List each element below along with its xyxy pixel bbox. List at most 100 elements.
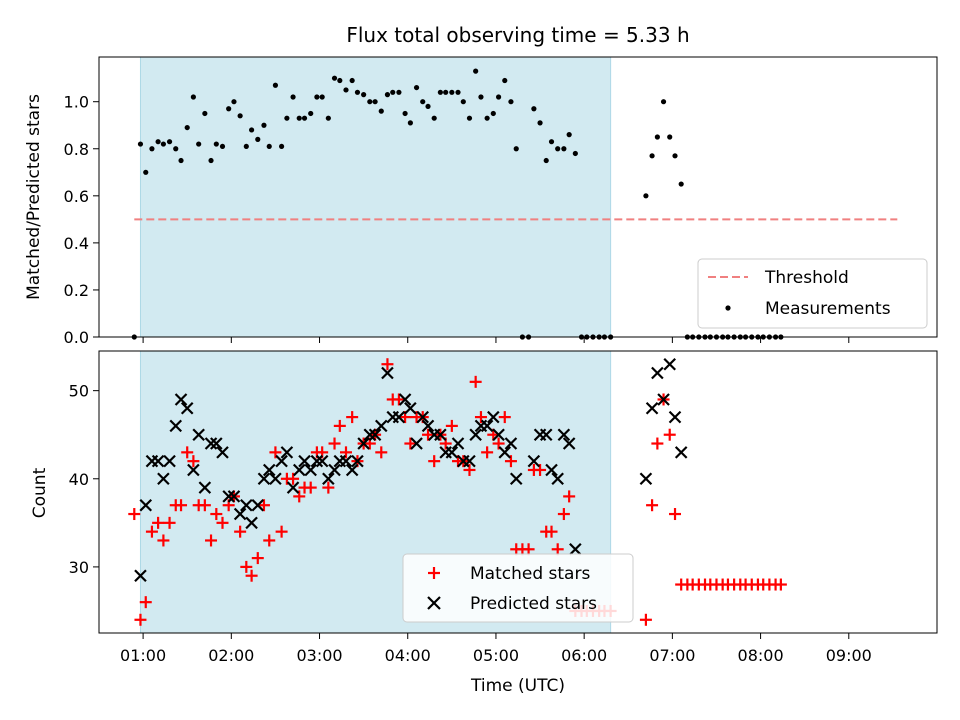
- measurement-point: [654, 134, 660, 140]
- measurement-point: [455, 89, 461, 95]
- y-tick-label: 0.0: [64, 328, 89, 347]
- legend-threshold-label: Threshold: [764, 268, 849, 288]
- predicted-point: [328, 463, 341, 477]
- predicted-point: [674, 446, 688, 459]
- measurement-point: [490, 110, 496, 117]
- predicted-point: [275, 454, 288, 468]
- measurement-point: [431, 115, 437, 121]
- matched-point: [563, 490, 576, 503]
- predicted-point: [469, 428, 482, 441]
- matched-point: [181, 446, 194, 459]
- measurement-point: [331, 75, 338, 81]
- measurement-point: [184, 124, 190, 131]
- measurement-point: [649, 153, 655, 159]
- legend-measurement-swatch: [725, 305, 731, 311]
- top-y-ticks: 0.0 0.2 0.4 0.6 0.8 1.0: [64, 93, 99, 347]
- measurement-point: [290, 94, 296, 100]
- measurement-point: [555, 146, 561, 152]
- top-x-ticks: [142, 337, 850, 343]
- predicted-point: [315, 454, 329, 468]
- measurement-point: [149, 146, 155, 152]
- predicted-point: [157, 472, 170, 486]
- bottom-legend-box: [402, 553, 634, 623]
- x-tick-label: 01:00: [120, 646, 166, 665]
- matched-point: [257, 499, 270, 512]
- measurement-point: [561, 146, 567, 152]
- matched-point: [428, 455, 441, 468]
- measurement-point: [413, 84, 420, 91]
- measurement-point: [196, 141, 202, 147]
- matched-point: [669, 508, 682, 521]
- matched-point: [381, 358, 394, 371]
- predicted-point: [445, 446, 459, 459]
- predicted-point: [216, 446, 229, 459]
- x-axis-label: Time (UTC): [470, 676, 565, 696]
- measurement-point: [296, 115, 302, 121]
- measurement-point: [337, 77, 343, 84]
- predicted-point: [222, 490, 235, 503]
- measurement-point: [508, 99, 514, 105]
- predicted-point: [551, 472, 564, 486]
- x-tick-label: 05:00: [473, 646, 519, 665]
- legend-predicted-label: Predicted stars: [470, 594, 597, 614]
- measurement-point: [437, 89, 443, 95]
- measurement-point: [425, 103, 431, 110]
- predicted-point: [410, 437, 423, 450]
- measurement-point: [367, 99, 373, 105]
- measurement-point: [572, 150, 578, 157]
- y-tick-label: 0.2: [64, 281, 89, 300]
- predicted-point: [545, 463, 558, 477]
- measurement-point: [443, 89, 449, 95]
- measurement-point: [390, 89, 396, 95]
- bottom-y-ticks: 30 40 50: [69, 382, 99, 577]
- predicted-point: [663, 357, 676, 371]
- measurement-point: [402, 110, 408, 117]
- matched-point: [175, 499, 188, 512]
- predicted-point: [280, 446, 294, 459]
- measurement-point: [243, 143, 249, 150]
- measurement-point: [372, 99, 378, 105]
- matched-point: [128, 508, 141, 521]
- measurement-point: [396, 89, 402, 95]
- matched-point: [216, 516, 229, 529]
- matched-point: [663, 428, 676, 441]
- predicted-point: [210, 437, 223, 450]
- predicted-point: [492, 428, 505, 441]
- measurement-point: [166, 139, 173, 145]
- measurement-point: [219, 143, 226, 150]
- predicted-point: [139, 498, 153, 512]
- measurement-point: [231, 99, 237, 105]
- predicted-point: [174, 393, 188, 406]
- predicted-point: [668, 410, 682, 424]
- matched-point: [163, 516, 176, 529]
- top-legend-box: [697, 258, 928, 329]
- top-axes-frame: [98, 56, 938, 338]
- predicted-point: [527, 454, 541, 468]
- predicted-point: [562, 437, 576, 450]
- matched-point: [240, 560, 253, 573]
- predicted-point: [269, 472, 282, 486]
- measurement-point: [213, 141, 219, 147]
- predicted-point: [368, 428, 382, 441]
- measurement-point: [261, 122, 267, 128]
- x-tick-label: 02:00: [208, 646, 254, 665]
- top-legend: Threshold Measurements: [697, 258, 928, 329]
- predicted-point: [204, 437, 218, 450]
- predicted-point: [310, 454, 324, 468]
- legend-matched-label: Matched stars: [470, 564, 590, 584]
- predicted-point: [434, 428, 447, 441]
- measurement-point: [173, 146, 179, 152]
- measurement-point: [143, 169, 149, 175]
- measurement-point: [137, 141, 144, 147]
- measurement-point: [449, 89, 455, 95]
- measurement-point: [478, 94, 484, 100]
- predicted-point: [227, 490, 241, 503]
- predicted-point: [451, 437, 465, 450]
- matched-point: [404, 437, 417, 450]
- y-tick-label: 30: [69, 558, 89, 577]
- predicted-point: [304, 463, 317, 477]
- predicted-point: [240, 498, 253, 512]
- predicted-point: [557, 428, 571, 441]
- x-tick-label: 08:00: [738, 646, 784, 665]
